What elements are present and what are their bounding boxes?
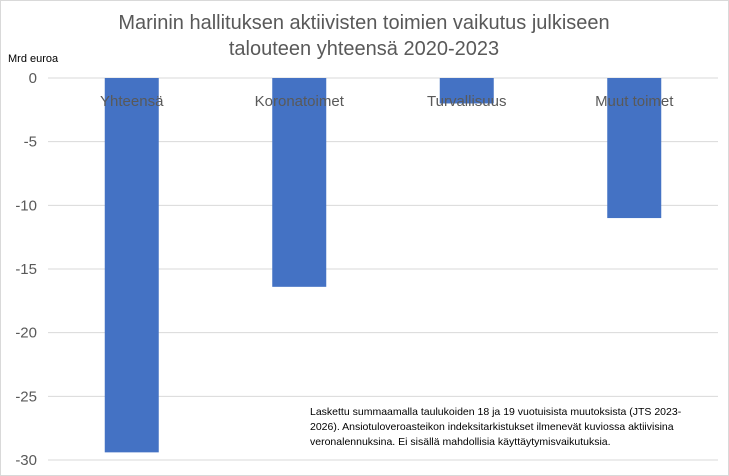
y-tick-label: -25 xyxy=(15,388,37,405)
footnote-line-2: 2026). Ansiotuloveroasteikon indeksitark… xyxy=(310,421,674,433)
chart-title-line-2: talouteen yhteensä 2020-2023 xyxy=(229,38,499,60)
y-tick-label: -30 xyxy=(15,452,37,469)
chart-footnote: Laskettu summaamalla taulukoiden 18 ja 1… xyxy=(310,405,710,450)
y-tick-label: -10 xyxy=(15,197,37,214)
bar-koronatoimet xyxy=(272,78,327,287)
bar-turvallisuus xyxy=(439,78,494,104)
chart-title-line-1: Marinin hallituksen aktiivisten toimien … xyxy=(118,12,609,34)
y-tick-label: -5 xyxy=(24,134,37,151)
category-label: Koronatoimet xyxy=(255,93,345,110)
y-axis-unit-label: Mrd euroa xyxy=(8,53,59,65)
footnote-line-1: Laskettu summaamalla taulukoiden 18 ja 1… xyxy=(310,406,682,418)
category-label: Yhteensä xyxy=(100,93,164,110)
category-label: Turvallisuus xyxy=(427,93,506,110)
bar-yhteensä xyxy=(104,78,159,453)
y-tick-label: 0 xyxy=(29,70,37,87)
y-tick-label: -20 xyxy=(15,325,37,342)
footnote-line-3: veronalennuksina. Ei sisällä mahdollisia… xyxy=(310,436,611,448)
category-label: Muut toimet xyxy=(595,93,674,110)
y-tick-label: -15 xyxy=(15,261,37,278)
bar-muut toimet xyxy=(607,78,662,219)
